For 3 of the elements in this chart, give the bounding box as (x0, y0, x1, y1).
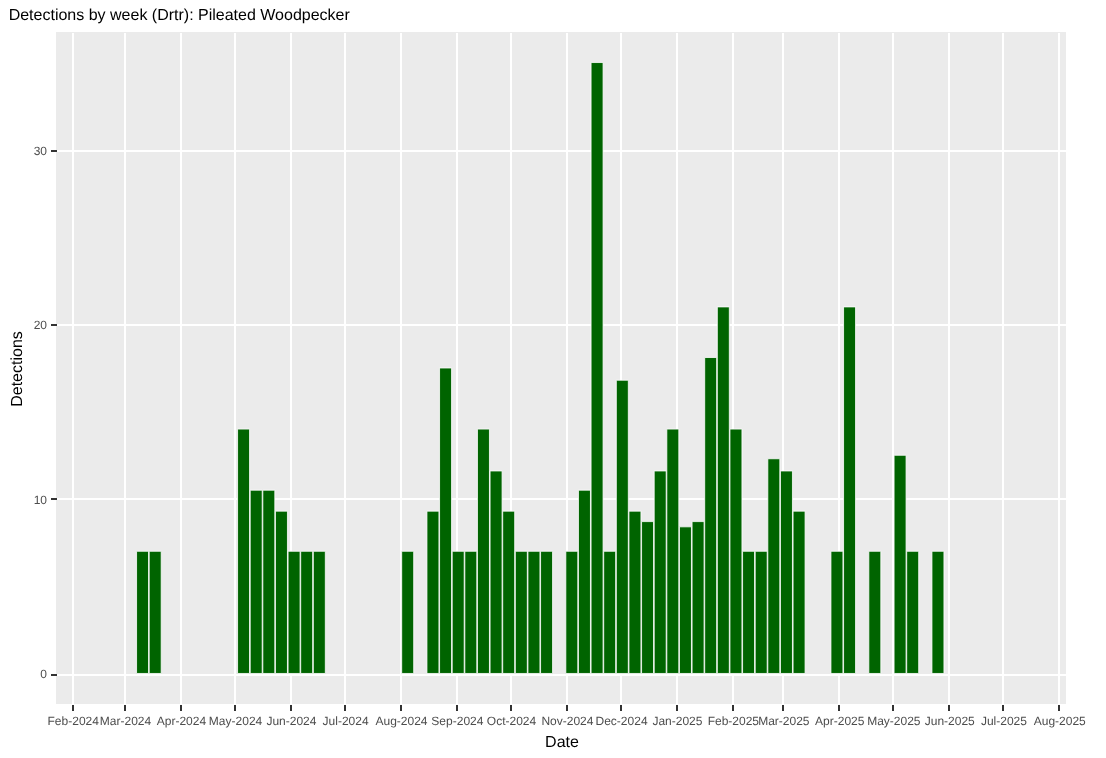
y-axis-title: Detections (7, 331, 26, 407)
x-axis-title: Date (545, 733, 580, 751)
chart-title: Detections by week (Drtr): Pileated Woodpecker (8, 6, 351, 24)
